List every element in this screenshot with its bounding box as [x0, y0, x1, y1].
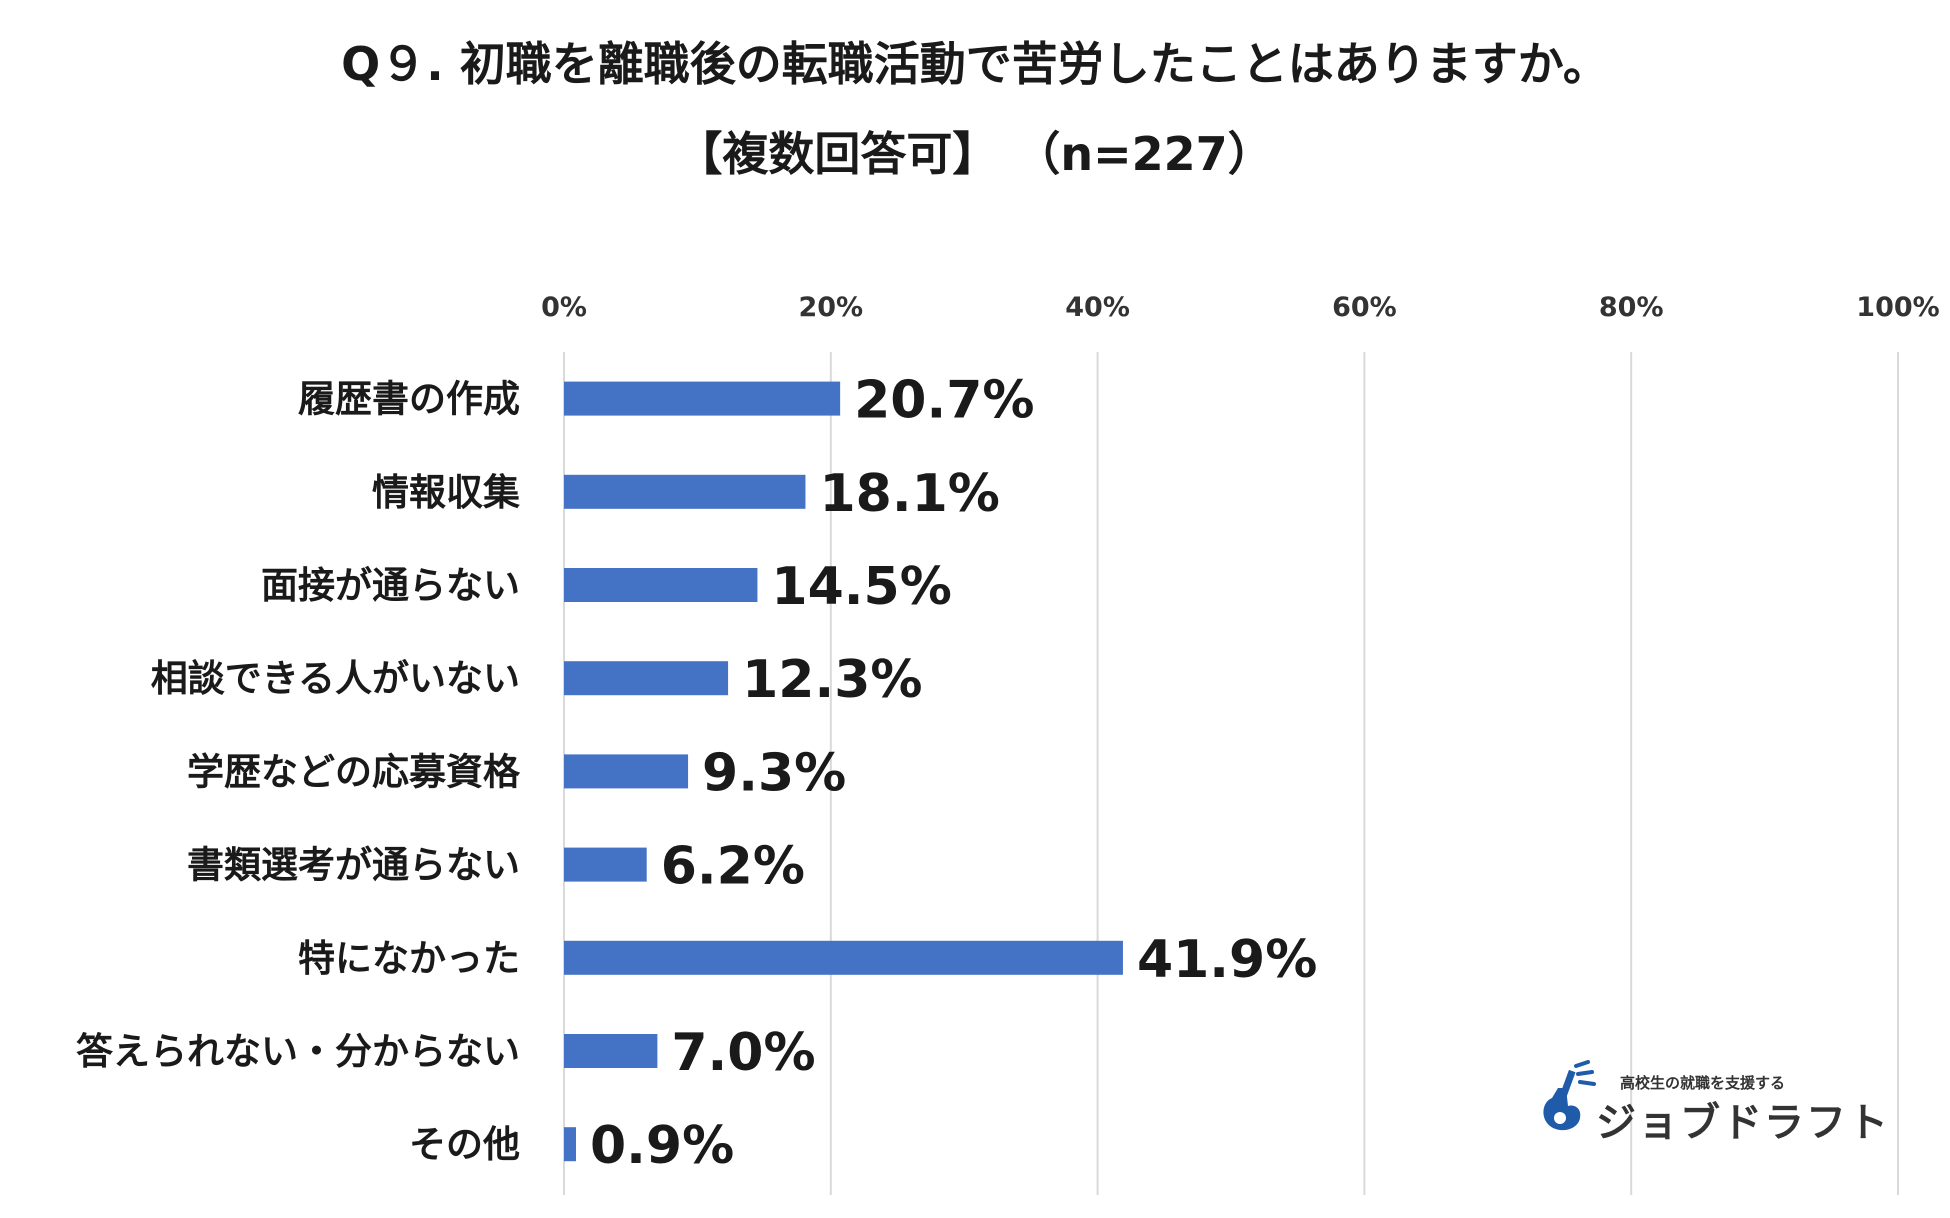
data-label: 20.7% [854, 371, 1034, 431]
category-label: 書類選考が通らない [187, 844, 520, 887]
category-label: 相談できる人がいない [151, 657, 520, 700]
category-label: 学歴などの応募資格 [187, 750, 521, 793]
x-tick-label: 0% [541, 292, 587, 323]
bar [564, 381, 841, 416]
bar [564, 847, 647, 882]
category-label: 答えられない・分からない [76, 1030, 520, 1073]
data-label: 9.3% [702, 743, 846, 803]
data-label: 41.9% [1137, 930, 1317, 990]
logo-name: ジョブドラフト [1596, 1100, 1890, 1146]
category-label: 情報収集 [372, 471, 520, 514]
bar [564, 1034, 658, 1068]
bar [564, 661, 729, 696]
x-tick-label: 20% [798, 292, 863, 323]
data-label: 6.2% [661, 837, 805, 897]
x-tick-label: 40% [1065, 292, 1130, 323]
x-tick-label: 100% [1856, 292, 1939, 323]
x-tick-label: 80% [1599, 292, 1664, 323]
guitar-logo-icon [1543, 1060, 1596, 1131]
category-label: その他 [409, 1123, 520, 1166]
logo-tagline: 高校生の就職を支援する [1620, 1074, 1786, 1092]
category-label: 面接が通らない [261, 564, 520, 607]
chart-title: Q９. 初職を離職後の転職活動で苦労したことはありますか。 [341, 37, 1609, 91]
data-label: 14.5% [771, 557, 951, 617]
data-label: 0.9% [590, 1116, 734, 1176]
data-label: 7.0% [671, 1023, 815, 1083]
bar [564, 474, 806, 509]
x-tick-label: 60% [1332, 292, 1397, 323]
category-label: 特になかった [298, 937, 520, 980]
bar [564, 568, 758, 602]
data-label: 12.3% [742, 650, 922, 710]
bar [564, 1127, 577, 1162]
jobdraft-logo: 高校生の就職を支援する ジョブドラフト [1538, 1060, 1888, 1146]
chart-subtitle: 【複数回答可】 （n=227） [676, 127, 1274, 181]
data-label: 18.1% [819, 464, 999, 524]
category-label: 履歴書の作成 [298, 378, 520, 421]
bar [564, 940, 1123, 975]
bar [564, 754, 689, 789]
